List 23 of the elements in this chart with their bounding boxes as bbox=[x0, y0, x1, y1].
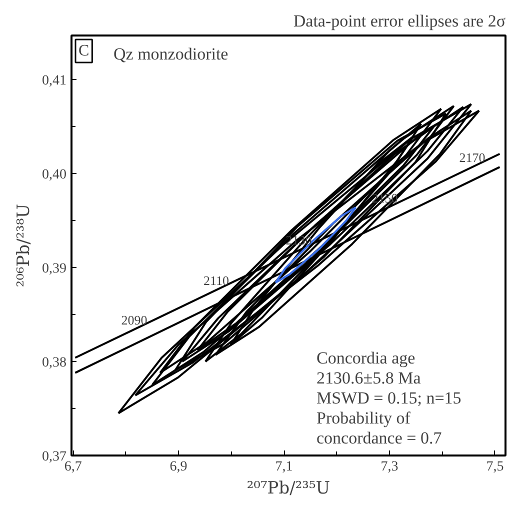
y-tick-label: 0,37 bbox=[42, 450, 66, 464]
annotation: Concordia age bbox=[316, 348, 416, 368]
annotation: 2090 bbox=[121, 312, 148, 328]
y-tick-label: 0,39 bbox=[42, 262, 66, 277]
annotation: Probability of bbox=[316, 408, 411, 428]
y-tick-label: 0,40 bbox=[42, 168, 66, 183]
x-tick-label: 6,9 bbox=[170, 460, 188, 474]
x-tick-label: 6,7 bbox=[64, 460, 82, 474]
y-axis-title: ²⁰⁶Pb/²³⁸U bbox=[14, 204, 34, 288]
x-tick-label: 7,5 bbox=[486, 460, 504, 474]
annotation: 2170 bbox=[459, 150, 486, 165]
text: Qz monzodiorite bbox=[114, 44, 228, 64]
x-axis-title: ²⁰⁷Pb/²³⁵U bbox=[246, 478, 330, 498]
x-tick-label: 7,3 bbox=[380, 460, 398, 474]
x-tick-label: 7,1 bbox=[275, 460, 293, 474]
annotation: 2130.6±5.8 Ma bbox=[316, 368, 422, 388]
chart-title: Data-point error ellipses are 2σ bbox=[293, 12, 506, 30]
y-tick-label: 0,41 bbox=[42, 74, 66, 89]
annotation: C bbox=[78, 42, 90, 60]
y-tick-label: 0,38 bbox=[42, 356, 66, 371]
annotation: 2110 bbox=[203, 273, 230, 288]
annotation: concordance = 0.7 bbox=[316, 428, 442, 448]
annotation: MSWD = 0.15; n=15 bbox=[316, 388, 462, 408]
